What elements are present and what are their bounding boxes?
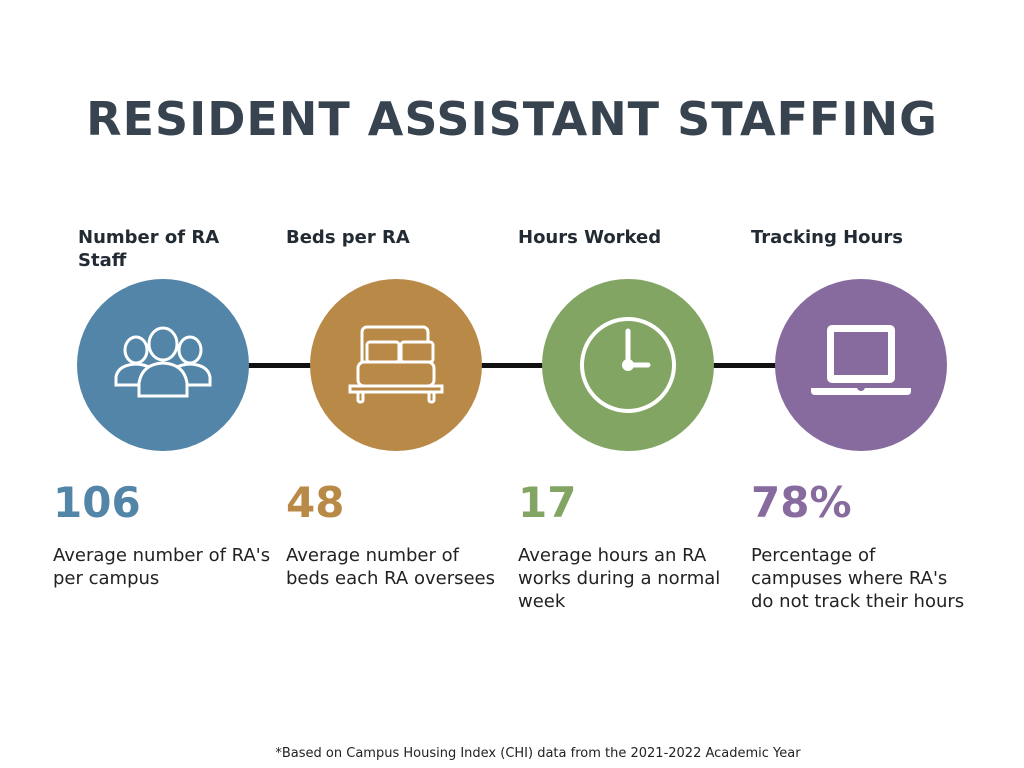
page-title: RESIDENT ASSISTANT STAFFING xyxy=(86,92,938,146)
clock-icon xyxy=(580,317,676,413)
stat-description-tracking: Percentage of campuses where RA's do not… xyxy=(751,545,965,612)
stat-description-beds: Average number of beds each RA oversees xyxy=(286,545,496,589)
stat-circle-ra-staff xyxy=(77,279,249,451)
stat-circle-beds xyxy=(310,279,482,451)
stat-heading-hours: Hours Worked xyxy=(518,227,662,248)
stat-circle-tracking xyxy=(775,279,947,451)
connector-line xyxy=(163,363,861,368)
stat-circle-hours xyxy=(542,279,714,451)
stat-value-beds: 48 xyxy=(286,478,345,527)
stat-description-hours: Average hours an RA works during a norma… xyxy=(518,545,721,612)
stat-value-hours: 17 xyxy=(518,478,577,527)
stat-value-ra-staff: 106 xyxy=(53,478,141,527)
laptop-icon xyxy=(811,325,911,395)
footnote: *Based on Campus Housing Index (CHI) dat… xyxy=(275,746,801,761)
stat-description-ra-staff: Average number of RA's per campus xyxy=(53,545,271,589)
stat-heading-beds: Beds per RA xyxy=(286,227,410,248)
stat-heading-ra-staff: Number of RA Staff xyxy=(78,227,220,271)
bed-icon xyxy=(348,325,444,404)
people-group-icon xyxy=(114,326,212,398)
stat-heading-tracking: Tracking Hours xyxy=(751,227,903,248)
stat-value-tracking: 78% xyxy=(751,478,852,527)
